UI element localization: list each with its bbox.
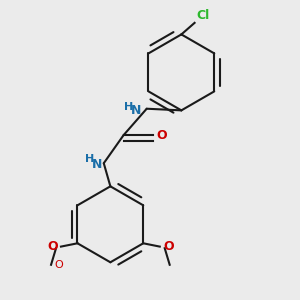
Text: N: N: [131, 104, 142, 117]
Text: O: O: [157, 129, 167, 142]
Text: H: H: [85, 154, 94, 164]
Text: O: O: [54, 260, 63, 270]
Text: O: O: [47, 240, 58, 253]
Text: N: N: [92, 158, 102, 171]
Text: O: O: [163, 240, 174, 253]
Text: Cl: Cl: [196, 9, 209, 22]
Text: H: H: [124, 102, 134, 112]
